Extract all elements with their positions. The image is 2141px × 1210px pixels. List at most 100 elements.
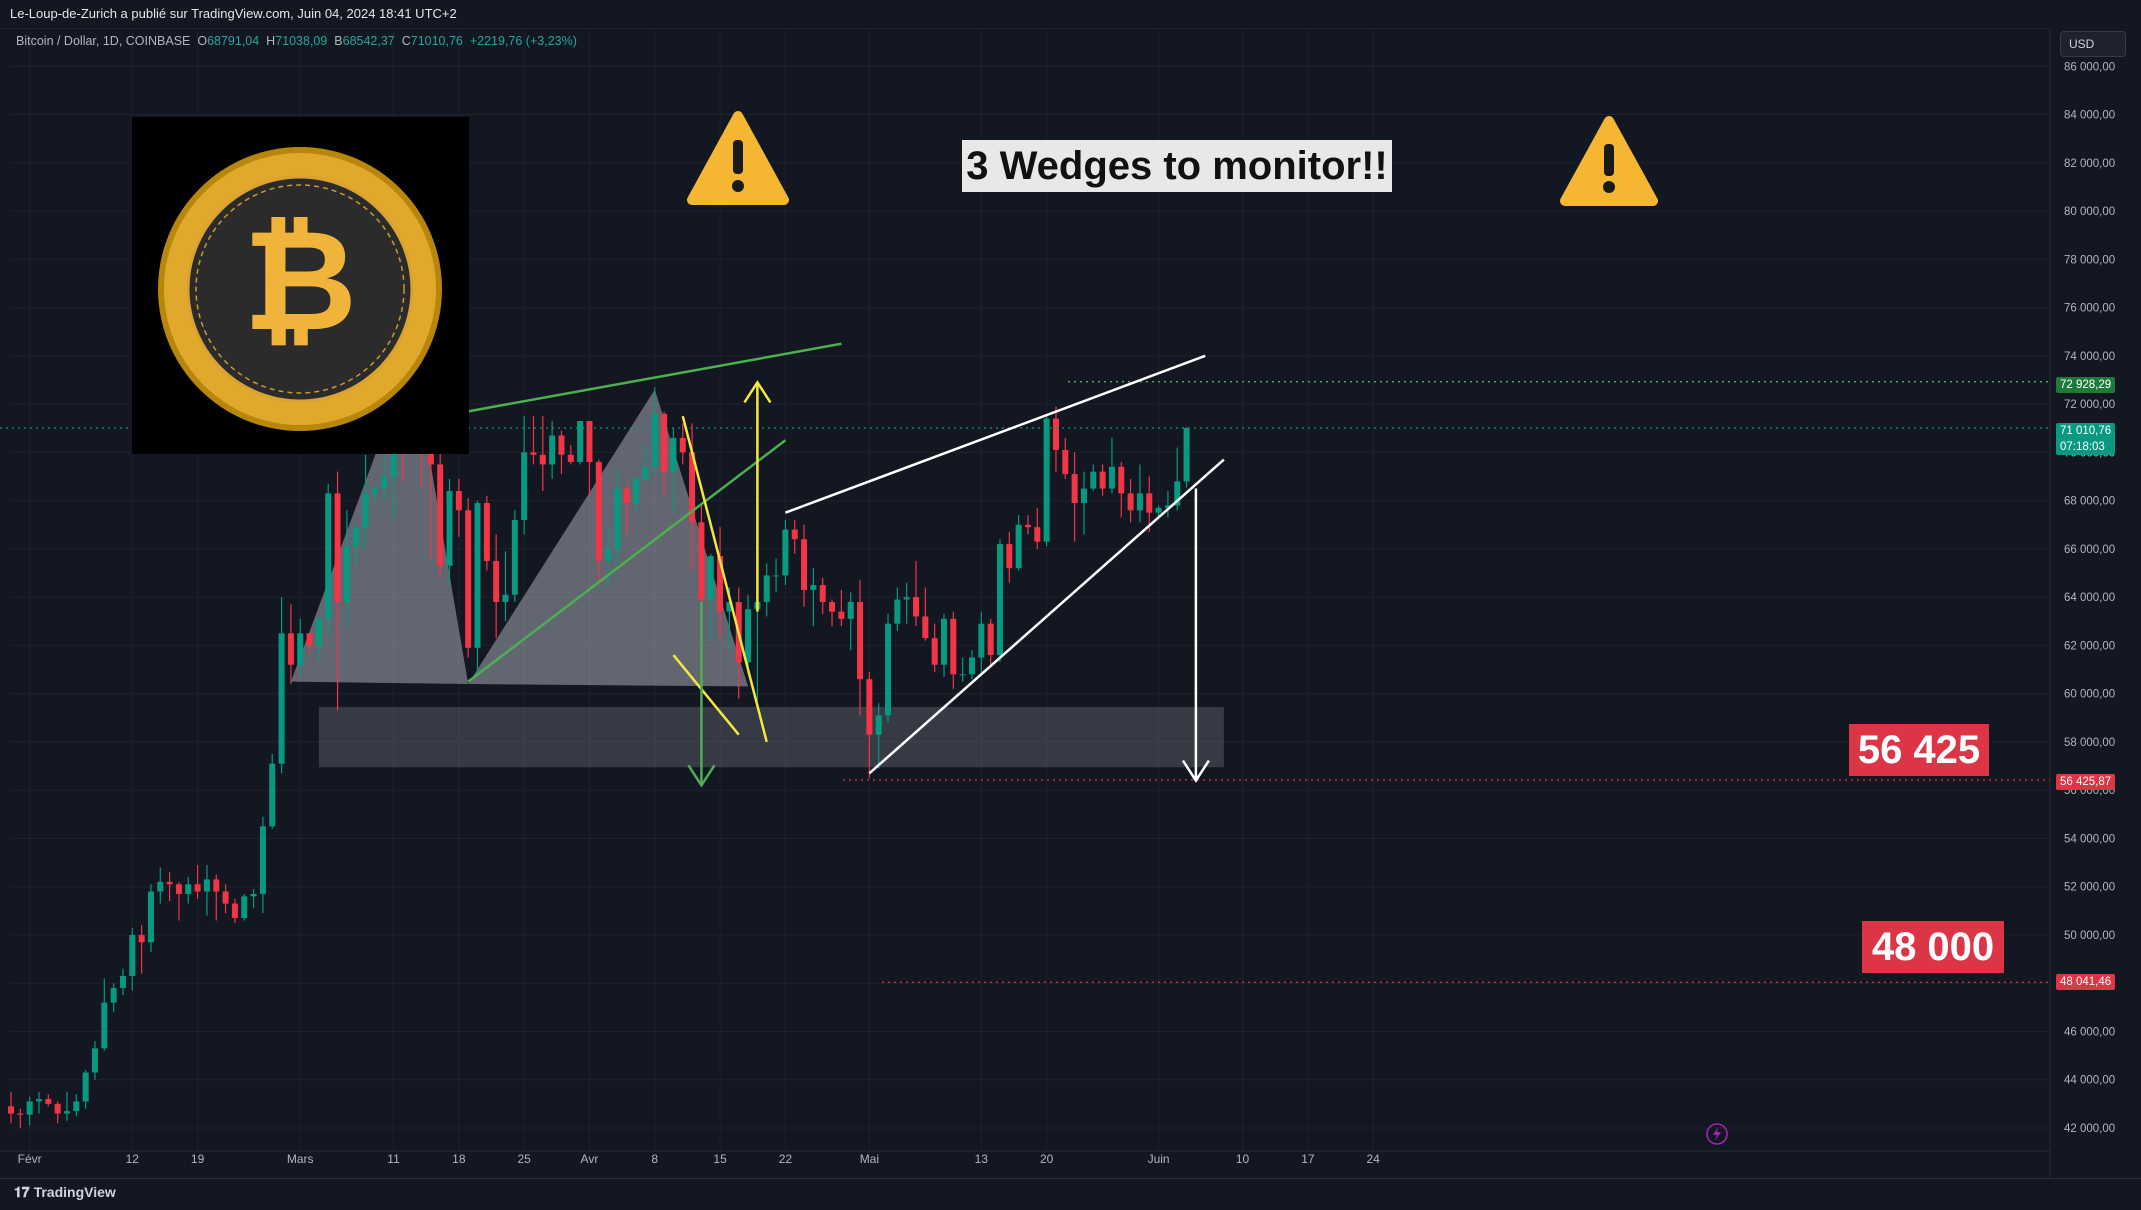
candle [530, 416, 537, 465]
x-tick-label: 13 [975, 1152, 989, 1166]
candle [45, 1094, 52, 1107]
candle [1062, 437, 1069, 479]
arrow-head [1181, 759, 1210, 783]
candle [119, 968, 126, 996]
ohlc-high-label: H [266, 34, 276, 48]
candle-body [1015, 524, 1022, 569]
currency-selector[interactable]: USD [2060, 31, 2126, 57]
candle-body [539, 454, 546, 465]
candle-body [213, 879, 220, 892]
candle [959, 657, 966, 682]
candle [82, 1070, 89, 1109]
candle [968, 650, 975, 680]
candle-body [1080, 488, 1087, 504]
candle-body [903, 597, 910, 600]
candle [1155, 505, 1162, 518]
candle [978, 611, 985, 675]
x-tick-label: Mars [287, 1152, 314, 1166]
candle [670, 428, 677, 513]
y-tick-label: 50 000,00 [2064, 930, 2115, 942]
candle-body [857, 601, 864, 680]
headline-annotation: 3 Wedges to monitor!! [962, 140, 1392, 192]
y-tick-label: 54 000,00 [2064, 833, 2115, 845]
level-label-48000: 48 000 [1862, 921, 2004, 973]
candle-body [119, 975, 126, 989]
candle-body [922, 616, 929, 639]
y-tick-label: 80 000,00 [2064, 206, 2115, 218]
tradingview-logo[interactable]: 𝟏𝟕 TradingView [14, 1184, 116, 1201]
x-tick-label: Avr [581, 1152, 599, 1166]
candle-body [231, 903, 238, 919]
candle-body [1024, 524, 1031, 528]
candle-body [259, 826, 266, 894]
candle-body [483, 503, 490, 561]
candle [1071, 452, 1078, 542]
candle [558, 430, 565, 475]
candle [623, 483, 630, 535]
levels-layer [0, 381, 2050, 983]
candle-body [465, 510, 472, 648]
candle-body [325, 493, 332, 619]
candle-body [1127, 493, 1134, 511]
candle [539, 416, 546, 491]
candle [913, 560, 920, 627]
candle [231, 898, 238, 923]
candle [707, 553, 714, 641]
x-tick-label: Févr [18, 1152, 42, 1166]
candle-body [1034, 527, 1041, 542]
candle-body [968, 657, 975, 675]
candle-body [819, 585, 826, 602]
ohlc-high: 71038,09 [275, 34, 328, 48]
candle [567, 445, 574, 465]
arrows-layer [687, 380, 1210, 788]
candle [763, 563, 770, 617]
candle-body [1136, 493, 1143, 511]
support-zone-layer [318, 706, 1224, 768]
candle-body [222, 891, 229, 904]
price-tag-support: 56 425,87 [2056, 774, 2116, 790]
candle [1034, 507, 1041, 549]
candle-body [885, 623, 892, 716]
x-tick-label: Mai [860, 1152, 879, 1166]
lightning-icon[interactable] [1705, 1122, 1729, 1146]
candle-body [269, 763, 276, 827]
candle [269, 753, 276, 829]
candle [577, 420, 584, 465]
candle-body [717, 556, 724, 612]
candle-body [157, 881, 164, 892]
candle-body [101, 1002, 108, 1049]
y-tick-label: 66 000,00 [2064, 544, 2115, 556]
candle-body [511, 519, 518, 595]
candle [203, 864, 210, 916]
ohlc-change: +2219,76 (+3,23%) [469, 34, 577, 48]
y-tick-label: 72 000,00 [2064, 399, 2115, 411]
candle-body [801, 539, 808, 590]
y-tick-label: 46 000,00 [2064, 1026, 2115, 1038]
x-tick-label: 12 [126, 1152, 140, 1166]
trendlines-layer [467, 342, 1225, 775]
candle-body [595, 462, 602, 561]
candle [745, 594, 752, 675]
candle-body [1146, 493, 1153, 513]
candle [1127, 478, 1134, 523]
candle-body [894, 599, 901, 624]
candle-body [371, 488, 378, 494]
candle-body [54, 1103, 61, 1114]
candle [17, 1108, 24, 1128]
candle-body [1006, 544, 1013, 569]
ohlc-open-label: O [197, 34, 208, 48]
candle [941, 614, 947, 677]
candle [633, 476, 640, 513]
candle [297, 618, 304, 675]
candle-body [661, 413, 668, 472]
candle [1164, 490, 1171, 518]
candle [63, 1091, 70, 1121]
candle [194, 864, 201, 899]
candle-body [605, 548, 612, 561]
support-zone [318, 706, 1224, 768]
x-tick-label: 15 [713, 1152, 727, 1166]
y-tick-label: 76 000,00 [2064, 303, 2115, 315]
grid-layer [10, 30, 2050, 1150]
x-tick-label: 11 [387, 1152, 400, 1166]
